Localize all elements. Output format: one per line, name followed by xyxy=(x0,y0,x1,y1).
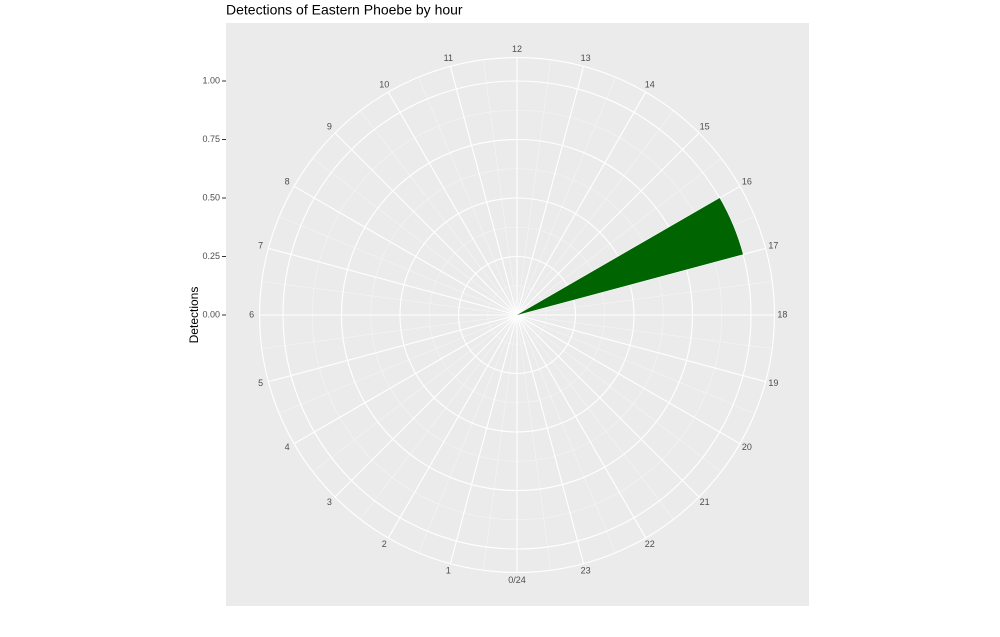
minor-spoke xyxy=(360,110,518,316)
x-tick-label: 12 xyxy=(512,44,522,54)
x-tick-label: 21 xyxy=(700,497,710,507)
x-tick-label: 3 xyxy=(327,497,332,507)
minor-spoke xyxy=(261,314,518,349)
spoke xyxy=(516,66,585,316)
minor-spoke xyxy=(360,314,518,520)
spoke xyxy=(449,314,518,564)
minor-spoke xyxy=(516,314,551,571)
y-axis-title: Detections xyxy=(187,287,201,344)
x-tick-label: 11 xyxy=(444,53,453,63)
spoke xyxy=(387,91,518,316)
spoke xyxy=(516,314,766,383)
x-tick-label: 14 xyxy=(645,80,655,90)
y-tick-label: 0.75 xyxy=(202,134,220,144)
x-tick-label: 1 xyxy=(446,566,451,576)
minor-spoke xyxy=(516,77,616,316)
spoke xyxy=(334,132,518,316)
spoke xyxy=(516,314,700,498)
minor-spoke xyxy=(516,314,722,472)
spoke xyxy=(268,247,518,316)
y-tick-label: 0.00 xyxy=(202,309,220,319)
x-tick-label: 15 xyxy=(700,122,710,132)
minor-spoke xyxy=(483,59,518,316)
spoke xyxy=(516,314,647,539)
spoke xyxy=(293,314,518,445)
x-tick-label: 17 xyxy=(768,241,778,251)
y-tick-label: 1.00 xyxy=(202,75,220,85)
minor-spoke xyxy=(516,314,674,520)
x-tick-label: 8 xyxy=(285,177,290,187)
minor-spoke xyxy=(312,314,518,472)
x-tick-label: 4 xyxy=(285,442,290,452)
spoke xyxy=(293,185,518,316)
spoke xyxy=(449,66,518,316)
chart-title: Detections of Eastern Phoebe by hour xyxy=(226,2,463,18)
x-tick-label: 19 xyxy=(768,378,778,388)
spoke xyxy=(516,314,741,445)
x-tick-label: 5 xyxy=(258,378,263,388)
spoke xyxy=(516,91,647,316)
spoke xyxy=(387,314,518,539)
minor-spoke xyxy=(279,314,518,414)
spoke xyxy=(516,132,700,316)
minor-spoke xyxy=(516,314,616,553)
minor-spoke xyxy=(516,314,773,349)
minor-spoke xyxy=(516,314,755,414)
minor-spoke xyxy=(516,110,674,316)
spoke xyxy=(268,314,518,383)
minor-spoke xyxy=(418,314,518,553)
minor-spoke xyxy=(312,158,518,316)
minor-spoke xyxy=(261,281,518,316)
minor-spoke xyxy=(516,158,722,316)
x-tick-label: 23 xyxy=(581,566,591,576)
y-tick-label: 0.25 xyxy=(202,251,220,261)
x-tick-label: 10 xyxy=(379,80,389,90)
x-tick-label: 0/24 xyxy=(508,575,526,585)
spoke xyxy=(516,314,585,564)
x-tick-label: 7 xyxy=(258,241,263,251)
x-tick-label: 9 xyxy=(327,122,332,132)
minor-spoke xyxy=(516,281,773,316)
x-tick-label: 13 xyxy=(581,53,591,63)
x-tick-label: 2 xyxy=(382,539,387,549)
y-tick-label: 0.50 xyxy=(202,192,220,202)
minor-spoke xyxy=(516,59,551,316)
minor-spoke xyxy=(418,77,518,316)
spoke xyxy=(516,185,741,316)
x-tick-label: 22 xyxy=(645,539,655,549)
minor-spoke xyxy=(483,314,518,571)
x-tick-label: 20 xyxy=(742,442,752,452)
x-tick-label: 6 xyxy=(249,309,254,319)
minor-spoke xyxy=(279,216,518,316)
x-tick-label: 16 xyxy=(742,177,752,187)
x-tick-label: 18 xyxy=(777,309,787,319)
bar xyxy=(517,198,744,315)
spoke xyxy=(334,314,518,498)
